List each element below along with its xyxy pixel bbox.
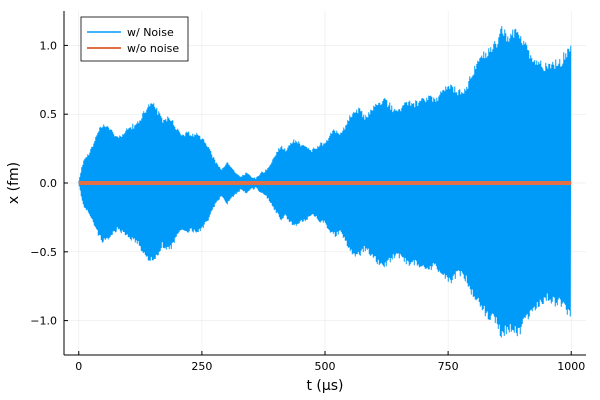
- axes: [63, 11, 586, 356]
- y-tick-label: 1.0: [40, 39, 58, 52]
- x-axis-label: t (μs): [306, 378, 343, 394]
- y-tick-label: 0.0: [40, 177, 58, 190]
- x-tick-label: 1000: [557, 360, 585, 373]
- y-tick-label: −1.0: [30, 315, 57, 328]
- legend: w/ Noise w/o noise: [80, 16, 189, 62]
- plot-area: [78, 25, 572, 338]
- series-line-w-noise: [78, 25, 572, 338]
- y-tick-label: 0.5: [40, 108, 58, 121]
- x-tick-label: 500: [315, 360, 336, 373]
- y-tick-label: −0.5: [30, 246, 57, 259]
- legend-label-w-noise: w/ Noise: [127, 26, 174, 39]
- y-axis-label: x (fm): [6, 162, 22, 204]
- legend-label-wo-noise: w/o noise: [127, 42, 179, 55]
- tick-labels: 0 250 500 750 1000 −1.0 −0.5 0.0 0.5 1.0: [30, 39, 585, 373]
- legend-box: [80, 16, 189, 62]
- x-tick-label: 750: [438, 360, 459, 373]
- x-tick-label: 250: [191, 360, 212, 373]
- x-tick-label: 0: [75, 360, 82, 373]
